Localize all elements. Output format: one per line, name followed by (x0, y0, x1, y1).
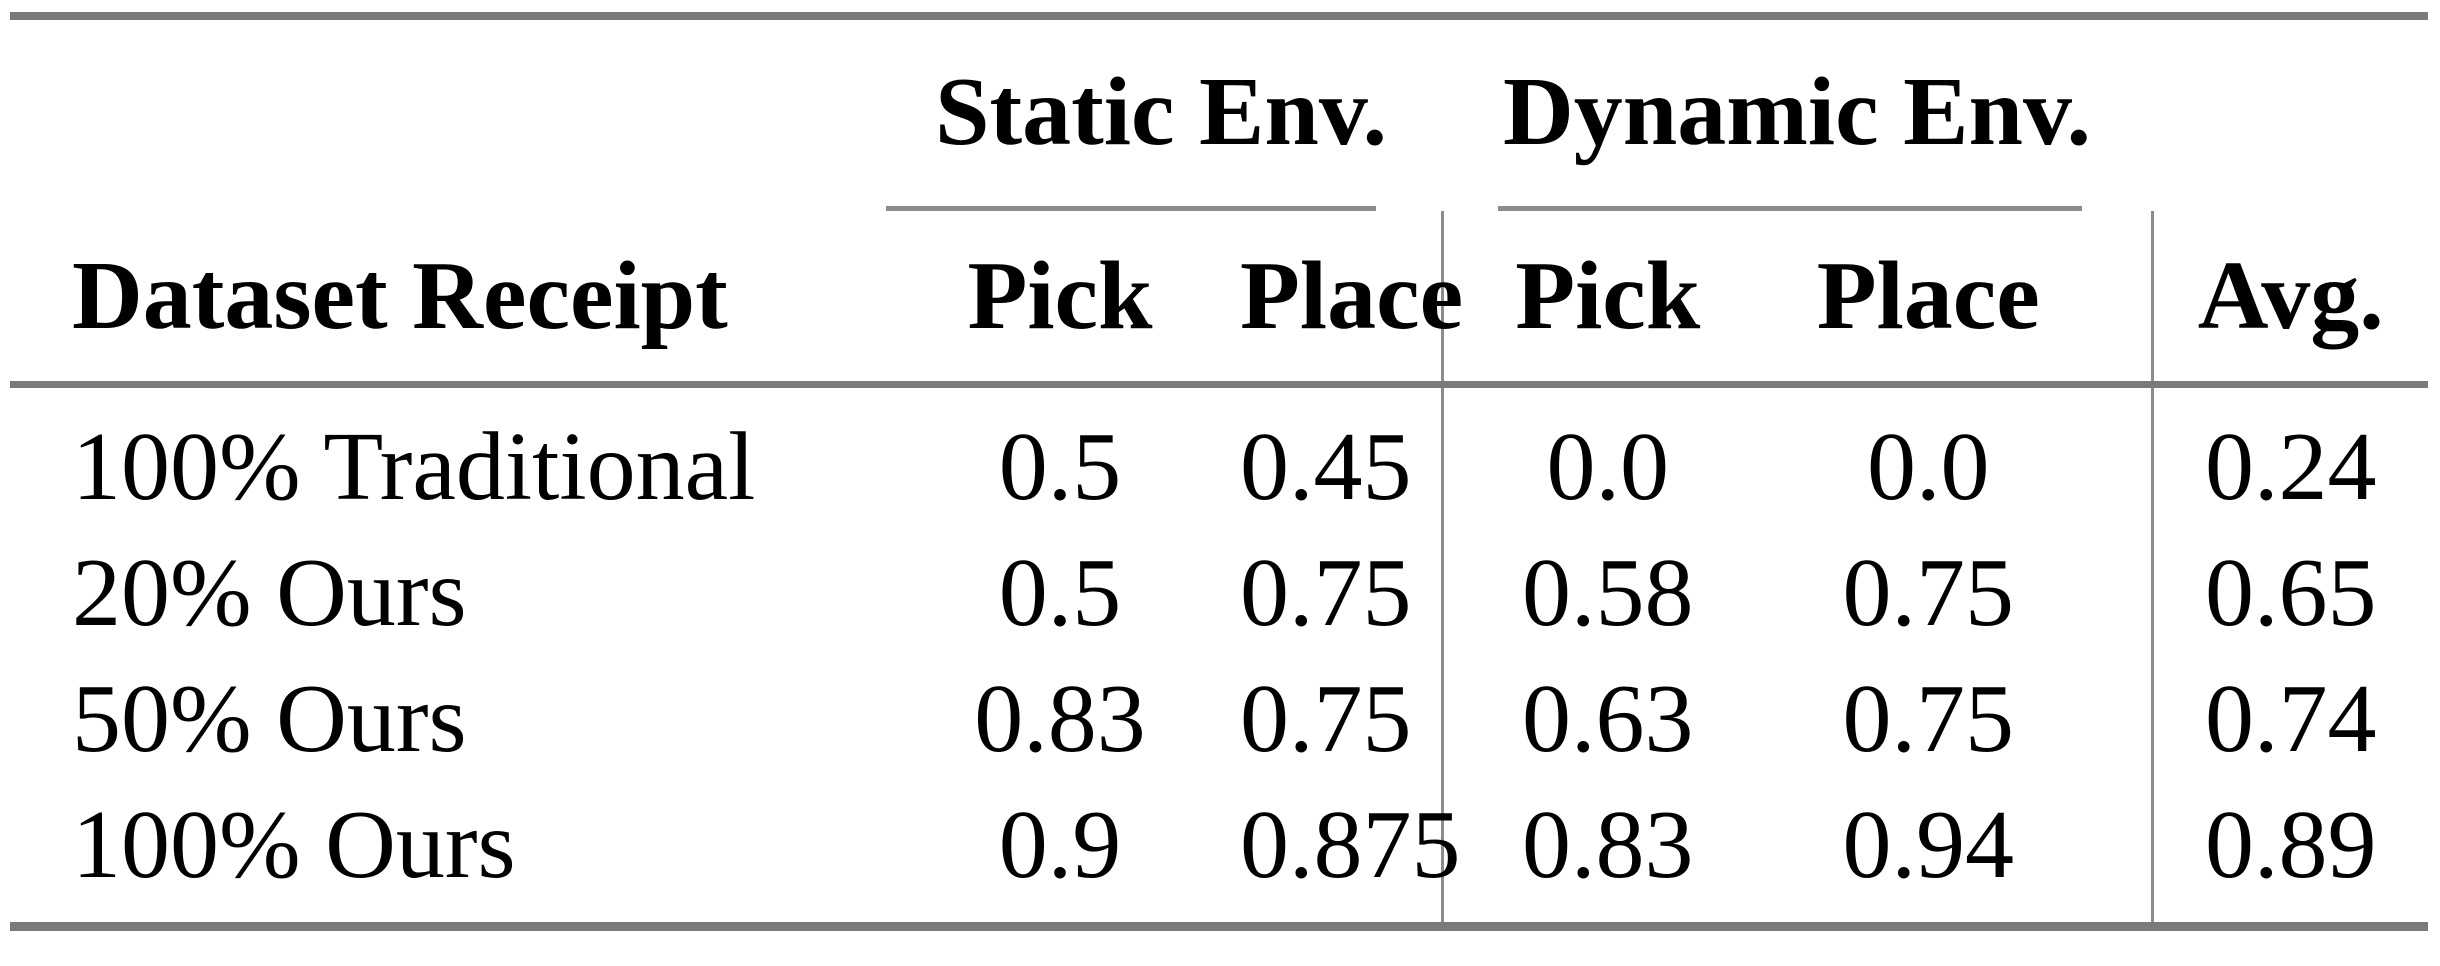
table-row-100pct-ours: 100% Ours 0.9 0.875 0.83 0.94 0.89 (10, 782, 2429, 927)
column-header-dynamic-place: Place (1772, 211, 2153, 388)
static-env-label: Static Env. (935, 58, 1387, 166)
group-header-dynamic-env: Dynamic Env. (1442, 16, 2152, 211)
cell-static-pick: 0.5 (998, 413, 1122, 521)
column-header-dynamic-pick: Pick (1440, 211, 1772, 388)
cell-dynamic-pick: 0.58 (1440, 530, 1772, 656)
cell-avg: 0.89 (2150, 782, 2429, 927)
cell-static-pick: 0.9 (998, 791, 1122, 899)
column-header-row: Dataset Receipt Pick Place Pick Place Av… (10, 211, 2429, 388)
cell-dynamic-place: 0.75 (1842, 665, 2015, 773)
column-header-avg: Avg. (2150, 211, 2429, 388)
row-label: 100% Traditional (72, 413, 756, 521)
table-row-50pct-ours: 50% Ours 0.83 0.75 0.63 0.75 0.74 (10, 656, 2429, 782)
column-header-dataset-receipt: Dataset Receipt (10, 211, 880, 388)
cell-static-place: 0.875 (1240, 791, 1461, 899)
row-label: 20% Ours (72, 539, 467, 647)
cell-avg: 0.65 (2150, 530, 2429, 656)
cell-dynamic-pick: 0.83 (1440, 782, 1772, 927)
cell-dynamic-place: 0.75 (1842, 539, 2015, 647)
results-table: Static Env. Dynamic Env. Dataset Receipt… (10, 12, 2429, 931)
cell-static-pick: 0.83 (974, 665, 1146, 773)
table-row-100pct-traditional: 100% Traditional 0.5 0.45 0.0 0.0 0.24 (10, 384, 2429, 530)
dynamic-env-label: Dynamic Env. (1502, 58, 2092, 166)
cell-avg: 0.24 (2150, 384, 2429, 530)
cell-static-place: 0.75 (1240, 539, 1412, 647)
group-header-spacer (10, 16, 880, 211)
cell-static-place: 0.45 (1240, 413, 1412, 521)
cell-dynamic-place: 0.94 (1842, 791, 2015, 899)
cell-dynamic-place: 0.0 (1867, 413, 1990, 521)
static-env-cmidrule (886, 206, 1376, 211)
dynamic-env-cmidrule (1498, 206, 2083, 211)
group-header-row: Static Env. Dynamic Env. (10, 16, 2428, 211)
table-row-20pct-ours: 20% Ours 0.5 0.75 0.58 0.75 0.65 (10, 530, 2429, 656)
cell-avg: 0.74 (2150, 656, 2429, 782)
column-header-static-pick: Pick (880, 211, 1240, 388)
cell-static-place: 0.75 (1240, 665, 1412, 773)
cell-dynamic-pick: 0.0 (1440, 384, 1772, 530)
group-header-static-env: Static Env. (880, 16, 1442, 211)
row-label: 50% Ours (72, 665, 467, 773)
cell-dynamic-pick: 0.63 (1440, 656, 1772, 782)
column-header-static-place: Place (1240, 211, 1463, 388)
group-header-spacer-avg (2152, 16, 2428, 211)
cell-static-pick: 0.5 (998, 539, 1122, 647)
row-label: 100% Ours (72, 791, 516, 899)
